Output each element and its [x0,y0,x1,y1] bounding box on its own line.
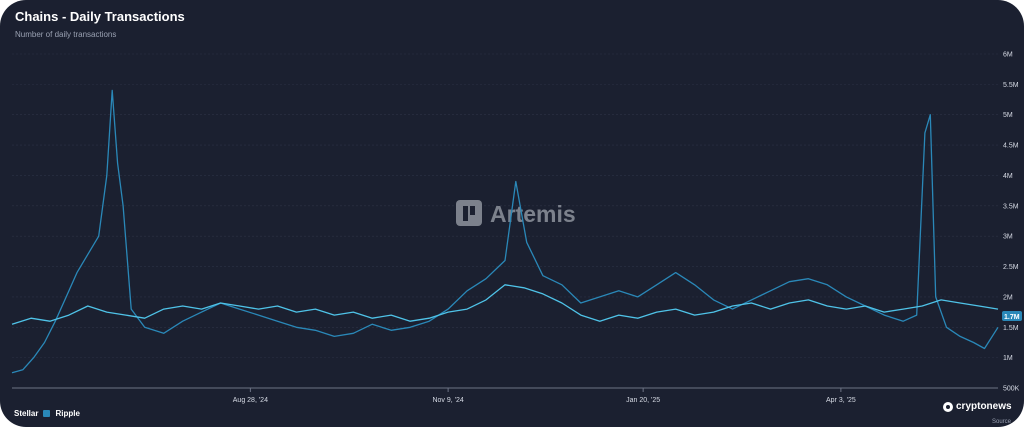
watermark-logo-mark [463,206,468,221]
x-tick-label: Nov 9, '24 [432,397,463,404]
legend: Stellar Ripple [14,409,80,418]
x-tick-label: Apr 3, '25 [826,397,856,404]
x-tick-label: Aug 28, '24 [233,397,268,404]
chart-subtitle: Number of daily transactions [15,30,117,39]
value-badge: 1.7M [1002,311,1022,321]
watermark-logo-mark-2 [470,206,475,215]
y-tick-label: 2.5M [1003,264,1019,271]
series-line-stellar[interactable] [11,284,999,325]
y-axis-labels: 500K 1M 1.5M 2M 2.5M 3M 3.5M 4M 4.5M 5M 5.5M 6M [1003,52,1020,393]
x-tick-label: Jan 20, '25 [626,397,660,404]
legend-stellar[interactable]: Stellar [14,409,39,418]
y-tick-label: 5M [1003,112,1013,119]
source-label: Source [992,419,1012,425]
watermark-text: Artemis [490,201,576,227]
value-badge-bg [1002,311,1022,321]
y-tick-label: 3.5M [1003,203,1019,210]
grid-lines [12,53,998,392]
brand: cryptonews [943,401,1012,412]
series-lines [11,89,999,374]
y-tick-label: 1.5M [1003,325,1019,332]
y-tick-label: 4.5M [1003,143,1019,150]
watermark-logo-icon [456,200,482,226]
series-line-ripple[interactable] [11,89,999,374]
value-badge-text: 1.7M [1004,314,1020,321]
y-tick-label: 2M [1003,294,1013,301]
y-tick-label: 6M [1003,52,1013,59]
x-axis-labels: Aug 28, '24 Nov 9, '24 Jan 20, '25 Apr 3, '… [233,397,856,404]
y-tick-label: 4M [1003,173,1013,180]
y-tick-label: 3M [1003,234,1013,241]
chart-title: Chains - Daily Transactions [15,9,185,24]
watermark: Artemis [456,200,576,227]
legend-ripple-swatch [43,410,51,417]
brand-name: cryptonews [956,401,1012,412]
y-tick-label: 1M [1003,355,1013,362]
y-tick-label: 500K [1003,386,1020,393]
cryptonews-logo-icon [943,401,953,412]
y-tick-label: 5.5M [1003,82,1019,89]
legend-ripple[interactable]: Ripple [55,409,80,418]
